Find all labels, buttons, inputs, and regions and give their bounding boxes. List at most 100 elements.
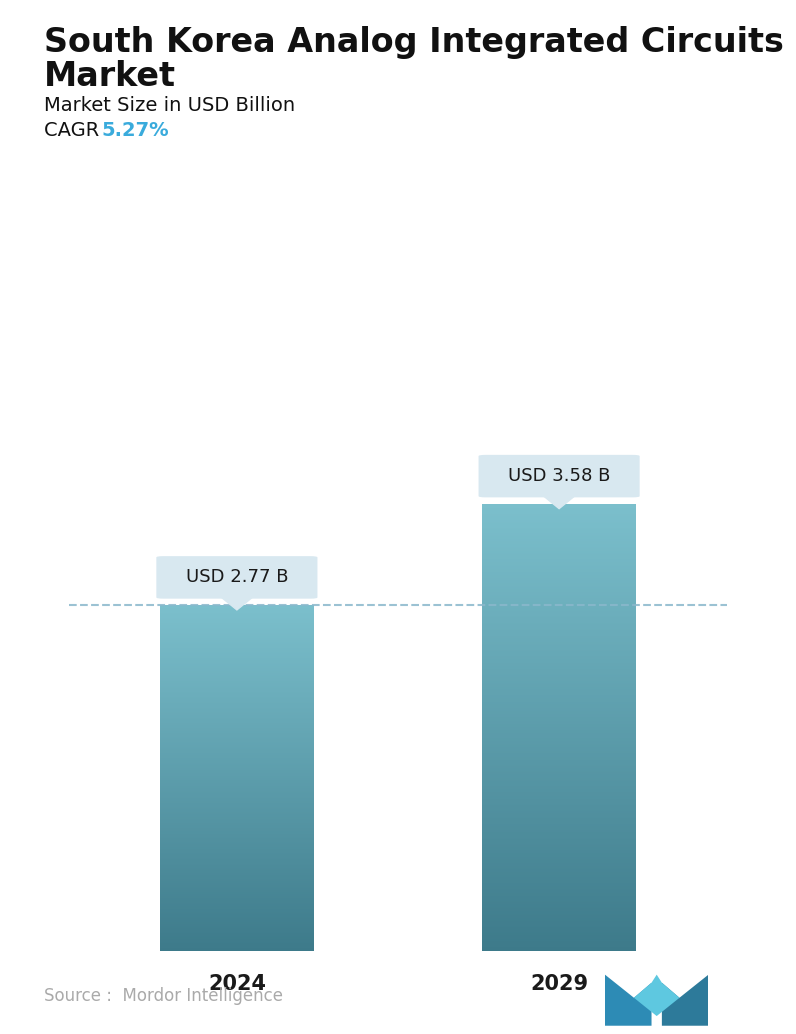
Bar bbox=[482, 735, 636, 736]
Bar bbox=[160, 822, 314, 823]
Bar bbox=[482, 927, 636, 929]
Bar bbox=[160, 705, 314, 706]
Bar bbox=[160, 841, 314, 842]
Bar bbox=[160, 824, 314, 825]
Bar bbox=[482, 621, 636, 624]
Bar bbox=[482, 816, 636, 817]
Bar bbox=[160, 771, 314, 772]
Bar bbox=[160, 642, 314, 643]
Bar bbox=[160, 743, 314, 744]
Bar bbox=[160, 766, 314, 767]
Bar bbox=[160, 620, 314, 621]
Bar bbox=[160, 615, 314, 616]
Bar bbox=[160, 782, 314, 783]
Bar bbox=[482, 722, 636, 723]
Bar bbox=[160, 903, 314, 904]
Bar bbox=[160, 731, 314, 732]
Bar bbox=[160, 767, 314, 769]
Bar bbox=[160, 683, 314, 685]
Bar bbox=[482, 931, 636, 932]
Bar bbox=[160, 802, 314, 803]
Bar bbox=[482, 560, 636, 561]
Bar bbox=[160, 883, 314, 884]
Bar bbox=[482, 714, 636, 716]
Bar bbox=[482, 870, 636, 871]
Bar bbox=[160, 825, 314, 826]
Bar bbox=[482, 766, 636, 767]
Bar bbox=[482, 915, 636, 917]
Bar bbox=[482, 608, 636, 610]
Bar bbox=[160, 668, 314, 670]
Bar bbox=[160, 780, 314, 781]
Bar bbox=[160, 865, 314, 866]
Bar bbox=[160, 646, 314, 647]
Bar bbox=[482, 793, 636, 794]
Bar bbox=[482, 568, 636, 570]
Bar bbox=[160, 880, 314, 881]
Bar bbox=[160, 851, 314, 852]
Bar bbox=[482, 554, 636, 556]
Bar bbox=[482, 597, 636, 598]
Bar bbox=[482, 520, 636, 521]
Bar bbox=[160, 930, 314, 931]
Bar bbox=[160, 869, 314, 870]
Bar bbox=[160, 711, 314, 712]
Bar bbox=[160, 839, 314, 840]
Bar bbox=[482, 896, 636, 898]
Bar bbox=[482, 732, 636, 733]
Bar bbox=[160, 899, 314, 900]
Bar bbox=[160, 612, 314, 613]
Bar bbox=[482, 587, 636, 588]
Bar bbox=[160, 622, 314, 624]
Bar bbox=[482, 625, 636, 626]
Bar bbox=[160, 935, 314, 936]
Bar bbox=[482, 872, 636, 874]
Bar bbox=[160, 881, 314, 882]
Bar bbox=[160, 712, 314, 713]
Bar bbox=[482, 810, 636, 811]
Bar bbox=[482, 681, 636, 682]
Bar bbox=[160, 688, 314, 690]
Bar bbox=[482, 941, 636, 942]
Bar bbox=[482, 658, 636, 659]
Bar bbox=[160, 874, 314, 875]
Bar bbox=[482, 685, 636, 686]
Bar bbox=[160, 777, 314, 779]
Bar bbox=[160, 693, 314, 694]
Bar bbox=[160, 671, 314, 672]
Bar bbox=[160, 791, 314, 792]
Bar bbox=[482, 729, 636, 730]
Bar bbox=[482, 581, 636, 583]
Bar bbox=[160, 871, 314, 872]
Bar bbox=[160, 819, 314, 820]
Bar bbox=[160, 914, 314, 915]
Bar bbox=[482, 784, 636, 786]
Bar bbox=[160, 797, 314, 799]
Bar bbox=[482, 594, 636, 595]
Bar bbox=[160, 852, 314, 853]
Bar bbox=[160, 820, 314, 821]
Bar bbox=[160, 837, 314, 839]
Bar bbox=[482, 743, 636, 746]
Bar bbox=[482, 824, 636, 826]
Bar bbox=[160, 759, 314, 760]
Bar bbox=[482, 907, 636, 908]
Bar bbox=[160, 828, 314, 829]
Bar bbox=[482, 548, 636, 550]
Bar bbox=[160, 904, 314, 905]
Bar bbox=[482, 572, 636, 574]
Bar bbox=[160, 774, 314, 776]
FancyBboxPatch shape bbox=[156, 556, 318, 599]
Bar bbox=[160, 703, 314, 704]
Bar bbox=[160, 888, 314, 889]
Bar bbox=[160, 755, 314, 756]
Bar bbox=[482, 647, 636, 648]
Bar bbox=[482, 773, 636, 776]
Bar bbox=[482, 868, 636, 870]
Bar bbox=[482, 540, 636, 541]
Bar bbox=[160, 807, 314, 809]
Bar bbox=[160, 726, 314, 727]
Bar bbox=[160, 627, 314, 628]
Bar bbox=[160, 923, 314, 924]
Bar bbox=[482, 740, 636, 742]
